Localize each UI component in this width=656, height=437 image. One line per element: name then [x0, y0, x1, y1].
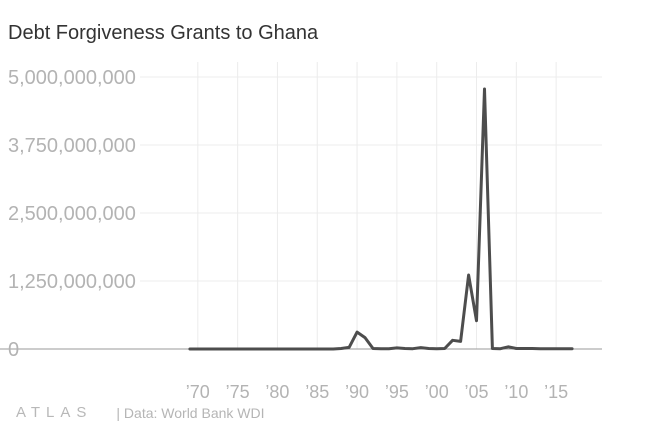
x-tick-label: ’80: [265, 382, 289, 402]
x-gridlines: [197, 62, 557, 349]
x-tick-label: ’00: [425, 382, 449, 402]
series-line: [188, 87, 574, 351]
footer: ATLAS | Data: World Bank WDI: [16, 404, 265, 421]
y-tick-label: 5,000,000,000: [8, 67, 136, 89]
series-group: [188, 87, 574, 351]
chart-title: Debt Forgiveness Grants to Ghana: [8, 22, 319, 44]
x-tick-label: ’10: [504, 382, 528, 402]
x-tick-label: ’85: [305, 382, 329, 402]
y-tick-label: 0: [8, 339, 19, 361]
x-tick-label: ’15: [544, 382, 568, 402]
data-source: | Data: World Bank WDI: [116, 404, 265, 421]
x-tick-label: ’05: [465, 382, 489, 402]
atlas-logo: ATLAS: [16, 404, 93, 421]
x-axis-labels: ’70 ’75 ’80 ’85 ’90 ’95 ’00 ’05 ’10 ’15: [186, 382, 568, 402]
y-tick-label: 1,250,000,000: [8, 271, 136, 293]
x-tick-label: ’95: [385, 382, 409, 402]
y-axis-labels: 0 1,250,000,000 2,500,000,000 3,750,000,000…: [8, 67, 136, 361]
y-tick-label: 2,500,000,000: [8, 203, 136, 225]
y-tick-label: 3,750,000,000: [8, 135, 136, 157]
x-tick-label: ’70: [186, 382, 210, 402]
x-tick-label: ’75: [226, 382, 250, 402]
x-tick-label: ’90: [345, 382, 369, 402]
